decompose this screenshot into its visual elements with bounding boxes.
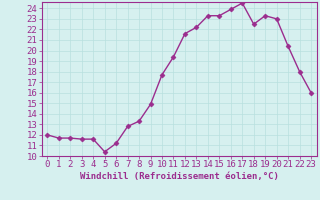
X-axis label: Windchill (Refroidissement éolien,°C): Windchill (Refroidissement éolien,°C) bbox=[80, 172, 279, 181]
